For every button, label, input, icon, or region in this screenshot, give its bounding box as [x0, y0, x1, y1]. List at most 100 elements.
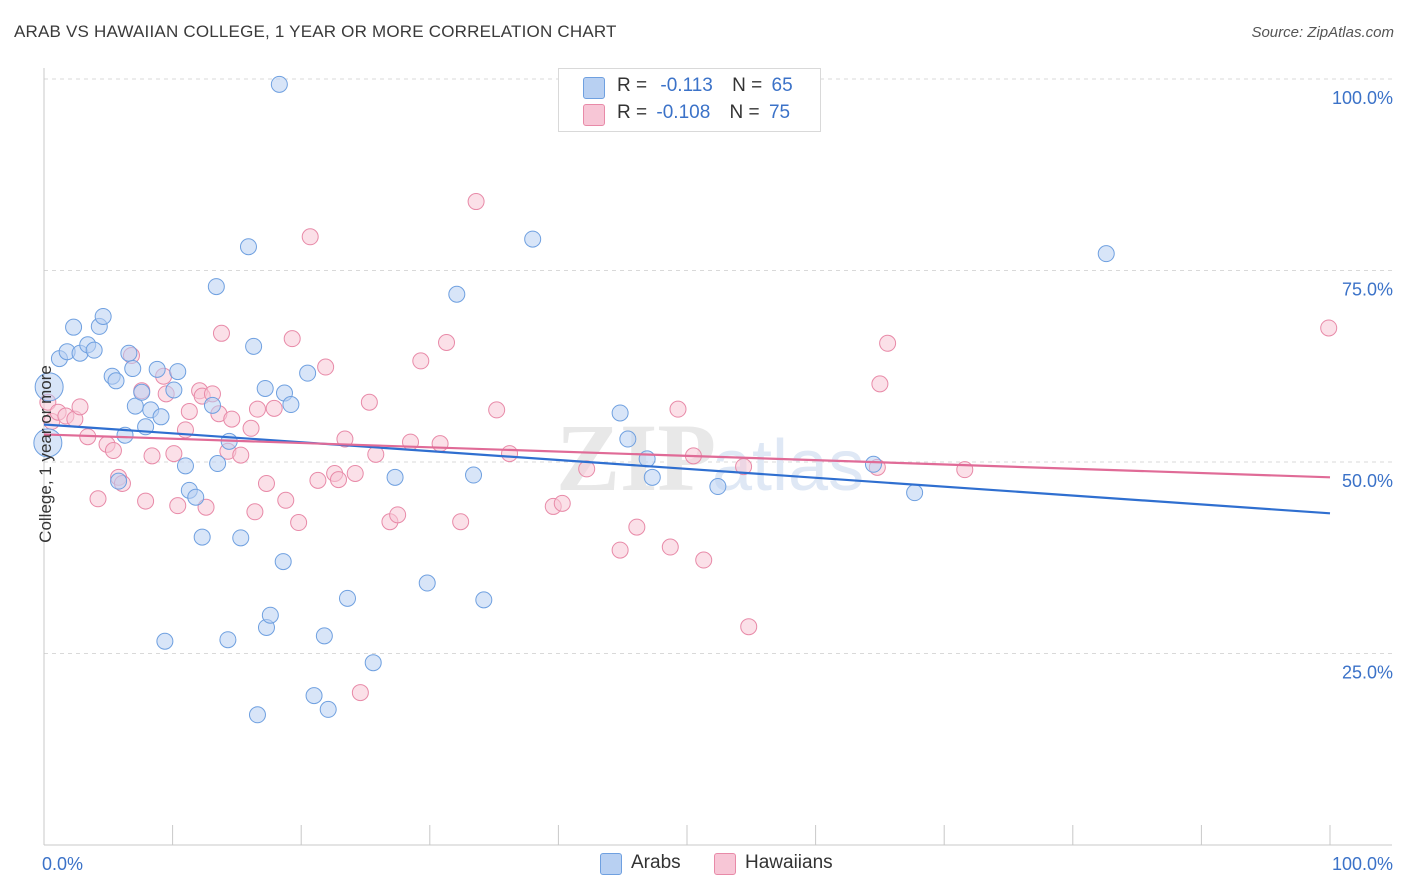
arabs-point — [270, 75, 288, 93]
arabs-point — [315, 627, 333, 645]
y-tick-label: 75.0% — [1342, 280, 1393, 300]
arabs-point — [611, 404, 629, 422]
hawaiians-point — [431, 435, 449, 453]
hawaiians-point — [104, 442, 122, 460]
arabs-point — [85, 341, 103, 359]
hawaiians-point — [317, 358, 335, 376]
hawaiians-point — [143, 447, 161, 465]
tick-labels: 100.0% 75.0% 50.0% 25.0% 0.0% 100.0% — [42, 88, 1393, 874]
hawaiians-point — [329, 471, 347, 489]
hawaiians-point — [290, 514, 308, 532]
hawaiians-point — [242, 419, 260, 437]
arabs-point — [169, 363, 187, 381]
hawaiians-point — [412, 352, 430, 370]
hawaiians-point — [346, 464, 364, 482]
hawaiians-point — [309, 471, 327, 489]
arabs-point — [156, 632, 174, 650]
y-tick-label: 50.0% — [1342, 471, 1393, 491]
hawaiians-point — [248, 400, 266, 418]
hawaiians-point — [452, 513, 470, 531]
arabs-swatch — [583, 77, 605, 99]
arabs-point — [152, 408, 170, 426]
arabs-point — [193, 528, 211, 546]
hawaiians-point — [169, 497, 187, 515]
hawaiians-point — [740, 618, 758, 636]
hawaiians-point — [501, 445, 519, 463]
hawaiians-point — [283, 330, 301, 348]
legend-hawaiians-r-value: -0.108 — [656, 102, 711, 123]
arabs-point — [619, 430, 637, 448]
legend-hawaiians-r-label: R = — [617, 102, 648, 123]
arabs-point — [124, 360, 142, 378]
arabs-point — [248, 706, 266, 724]
hawaiians-point — [695, 551, 713, 569]
arabs-point — [906, 484, 924, 502]
arabs-point — [386, 468, 404, 486]
arabs-point — [176, 457, 194, 475]
hawaiians-point — [871, 375, 889, 393]
hawaiians-point — [165, 445, 183, 463]
arabs-point — [245, 337, 263, 355]
hawaiians-point — [212, 324, 230, 342]
arabs-point — [232, 529, 250, 547]
hawaiians-point — [488, 401, 506, 419]
arabs-point — [282, 396, 300, 414]
hawaiians-point — [137, 492, 155, 510]
arabs-point — [299, 364, 317, 382]
hawaiians-point — [180, 402, 198, 420]
hawaiians-point — [277, 491, 295, 509]
hawaiians-point — [879, 334, 897, 352]
hawaiians-point — [89, 490, 107, 508]
arabs-point — [165, 381, 183, 399]
hawaiians-point — [301, 228, 319, 246]
legend-hawaiians-n-value: 75 — [768, 102, 791, 123]
arabs-point — [34, 372, 64, 402]
arabs-point — [524, 230, 542, 248]
hawaiians-point — [628, 518, 646, 536]
arabs-point — [207, 278, 225, 296]
hawaiians-point — [669, 400, 687, 418]
arabs-point — [148, 360, 166, 378]
arabs-point — [209, 455, 227, 473]
arabs-point — [110, 472, 128, 490]
arabs-point — [475, 591, 493, 609]
arabs-point — [107, 372, 125, 390]
arabs-point — [256, 379, 274, 397]
arabs-point — [465, 466, 483, 484]
watermark-atlas: atlas — [712, 426, 864, 506]
hawaiians-point — [246, 503, 264, 521]
arabs-point — [120, 344, 138, 362]
hawaiians-point — [257, 474, 275, 492]
arabs-point — [203, 396, 221, 414]
hawaiians-point — [661, 538, 679, 556]
hawaiians-swatch — [583, 104, 605, 126]
arabs-point — [338, 589, 356, 607]
chart-title: ARAB VS HAWAIIAN COLLEGE, 1 YEAR OR MORE… — [14, 22, 617, 41]
arabs-point — [305, 687, 323, 705]
bottom-arabs-swatch — [600, 853, 622, 875]
hawaiians-point — [611, 541, 629, 559]
hawaiians-point — [232, 446, 250, 464]
arabs-point — [1097, 245, 1115, 263]
hawaiians-point — [467, 193, 485, 211]
hawaiians-point — [360, 393, 378, 411]
arabs-point — [364, 654, 382, 672]
arabs-trend-line — [43, 423, 1331, 515]
hawaiians-point — [553, 494, 571, 512]
x-tick-label: 0.0% — [42, 854, 83, 874]
grid-lines — [44, 78, 1392, 654]
arabs-point — [133, 383, 151, 401]
hawaiians-point — [265, 399, 283, 417]
arabs-point — [864, 455, 882, 473]
arabs-point — [448, 285, 466, 303]
arabs-point — [65, 318, 83, 336]
legend-arabs-r-value: -0.113 — [660, 75, 713, 96]
x-tick-label: 100.0% — [1332, 854, 1393, 874]
hawaiians-point — [351, 684, 369, 702]
bottom-arabs-label: Arabs — [631, 852, 681, 873]
correlation-legend: R = -0.113 N = 65 R = -0.108 N = 75 — [558, 68, 821, 132]
hawaiians-point — [438, 334, 456, 352]
arabs-point — [319, 700, 337, 718]
legend-arabs-n-label: N = — [732, 75, 763, 96]
